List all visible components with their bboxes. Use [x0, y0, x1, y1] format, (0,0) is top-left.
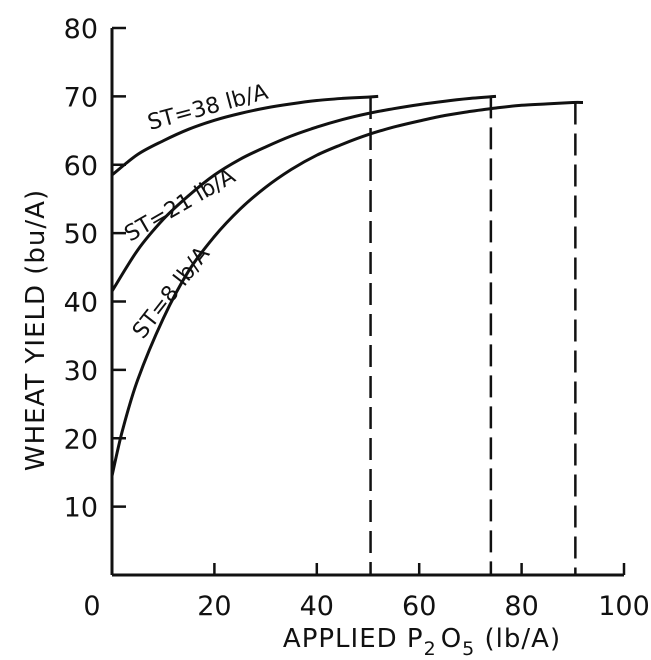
y-tick-label: 80: [64, 14, 98, 45]
x-axis-title: APPLIED P2 O5 (lb/A): [283, 624, 561, 660]
x-axis-title-sub2: 5: [462, 638, 475, 660]
y-tick-label: 70: [64, 82, 98, 113]
series-label: ST=38 lb/A: [145, 80, 271, 136]
series-label: ST=8 lb/A: [128, 242, 215, 344]
x-axis-title-main: APPLIED P: [283, 624, 424, 654]
x-axis-title-sub: 2: [424, 638, 437, 660]
y-tick-label: 30: [64, 356, 98, 387]
y-ticks: 10 20 30 40 50 60 70 80: [64, 14, 126, 524]
y-tick-label: 10: [64, 493, 98, 524]
yield-curves: [110, 94, 584, 477]
x-tick-label: 0: [83, 591, 100, 622]
x-tick-label: 60: [402, 591, 436, 622]
series-label: ST=21 lb/A: [121, 164, 240, 247]
x-tick-label: 100: [598, 591, 650, 622]
x-tick-label: 80: [504, 591, 538, 622]
x-ticks: 0 20 40 60 80 100: [83, 563, 650, 622]
series-line: [110, 100, 584, 477]
y-axis-title: WHEAT YIELD (bu/A): [21, 189, 51, 471]
series-line: [111, 94, 379, 177]
x-axis-title-tail: (lb/A): [475, 624, 561, 654]
series-line: [110, 94, 497, 293]
y-tick-label: 50: [64, 219, 98, 250]
y-tick-label: 40: [64, 288, 98, 319]
y-tick-label: 20: [64, 424, 98, 455]
x-tick-label: 40: [300, 591, 334, 622]
y-tick-label: 60: [64, 151, 98, 182]
curve-labels: ST=38 lb/A ST=21 lb/AST=8 lb/A: [121, 80, 271, 344]
x-axis-title-mid: O: [441, 624, 462, 654]
dashed-drop-lines: [369, 96, 577, 575]
x-tick-label: 20: [197, 591, 231, 622]
